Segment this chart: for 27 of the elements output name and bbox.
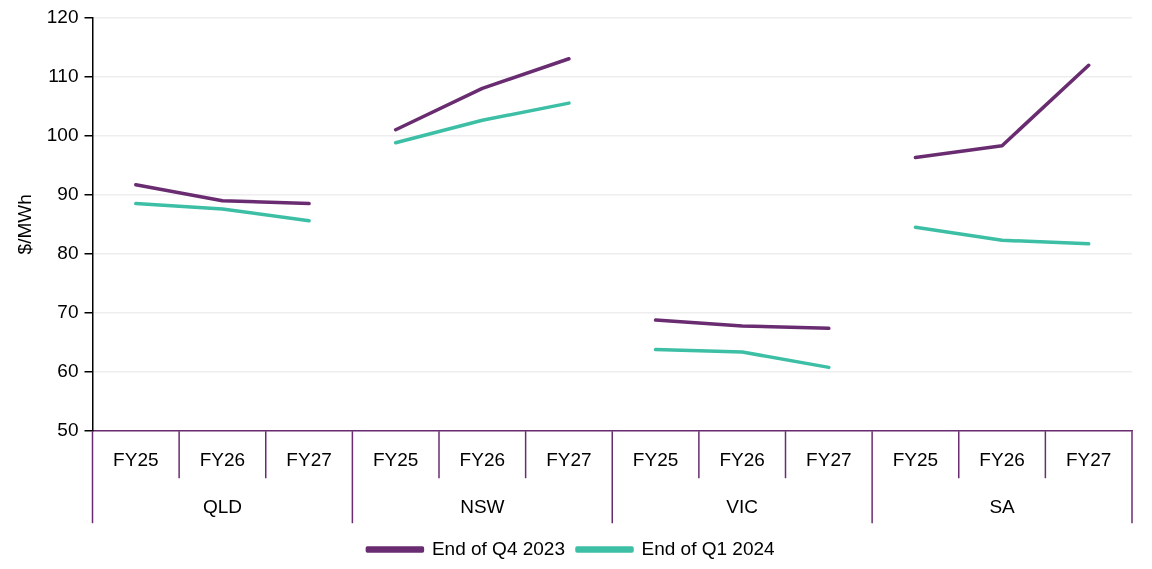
y-tick-label: 90 bbox=[57, 182, 79, 204]
y-tick-label: 70 bbox=[57, 301, 79, 323]
x-tick-label: FY25 bbox=[892, 448, 939, 470]
y-tick-label: 50 bbox=[57, 419, 79, 441]
legend-label: End of Q1 2024 bbox=[641, 537, 776, 559]
x-tick-label: FY25 bbox=[372, 448, 419, 470]
y-axis-title: $/MWh bbox=[13, 194, 35, 255]
y-tick-label: 60 bbox=[57, 360, 79, 382]
x-tick-label: FY26 bbox=[199, 448, 246, 470]
y-tick-label: 110 bbox=[48, 64, 79, 86]
y-tick-label: 100 bbox=[46, 123, 79, 145]
x-tick-label: FY25 bbox=[632, 448, 679, 470]
x-tick-label: FY27 bbox=[806, 448, 852, 470]
text: QLD bbox=[202, 496, 242, 518]
x-tick-label: FY26 bbox=[459, 448, 506, 470]
x-tick-label: FY25 bbox=[113, 448, 159, 470]
text: VIC bbox=[726, 496, 759, 518]
text: SA bbox=[989, 496, 1016, 518]
y-tick-label: 120 bbox=[46, 5, 79, 27]
x-tick-label: FY27 bbox=[286, 448, 332, 470]
legend-label: End of Q4 2023 bbox=[431, 537, 566, 559]
text: NSW bbox=[460, 496, 505, 518]
y-tick-label: 80 bbox=[57, 242, 79, 264]
x-tick-label: FY27 bbox=[546, 448, 592, 470]
x-tick-label: FY27 bbox=[1065, 448, 1112, 470]
x-tick-label: FY26 bbox=[979, 448, 1025, 470]
x-tick-label: FY26 bbox=[719, 448, 765, 470]
